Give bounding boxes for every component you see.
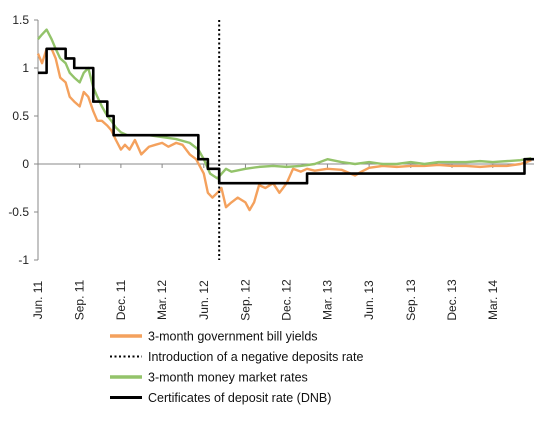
x-tick-label: Mar. 12 bbox=[155, 280, 169, 320]
y-tick-label: -0.5 bbox=[8, 205, 29, 219]
x-tick-label: Sep. 13 bbox=[404, 279, 418, 321]
y-tick-label: 1.5 bbox=[12, 13, 29, 27]
bill-yields-line bbox=[36, 47, 532, 212]
y-tick-label: -1 bbox=[18, 253, 29, 267]
x-tick-label: Sep. 12 bbox=[238, 279, 252, 321]
x-tick-label: Mar. 14 bbox=[486, 280, 500, 320]
x-tick-label: Dec. 12 bbox=[280, 279, 294, 321]
legend-label: 3-month money market rates bbox=[148, 371, 308, 385]
legend: 3-month government bill yields Introducti… bbox=[110, 330, 363, 405]
x-axis: Jun. 11 Sep. 11 Dec. 11 Mar. 12 Jun. 12 Sep. … bbox=[31, 163, 534, 321]
x-tick-label: Mar. 13 bbox=[320, 280, 334, 320]
money-market-line bbox=[37, 28, 532, 180]
y-tick-label: 0 bbox=[22, 157, 29, 171]
x-tick-label: Dec. 13 bbox=[445, 279, 459, 321]
x-tick-label: Jun. 13 bbox=[362, 280, 376, 320]
y-tick-label: 0.5 bbox=[12, 109, 29, 123]
x-tick-label: Dec. 11 bbox=[114, 279, 128, 320]
y-tick-label: 1 bbox=[22, 61, 29, 75]
legend-label: Certificates of deposit rate (DNB) bbox=[148, 391, 331, 405]
cd-rate-line bbox=[38, 47, 534, 185]
y-axis: 1.5 1 0.5 0 -0.5 -1 bbox=[8, 13, 39, 267]
series-layer bbox=[36, 20, 534, 260]
legend-label: 3-month government bill yields bbox=[148, 330, 318, 344]
x-tick-label: Jun. 12 bbox=[197, 280, 211, 320]
x-tick-label: Sep. 11 bbox=[73, 279, 87, 320]
x-tick-label: Jun. 11 bbox=[31, 280, 45, 319]
legend-label: Introduction of a negative deposits rate bbox=[148, 350, 363, 364]
